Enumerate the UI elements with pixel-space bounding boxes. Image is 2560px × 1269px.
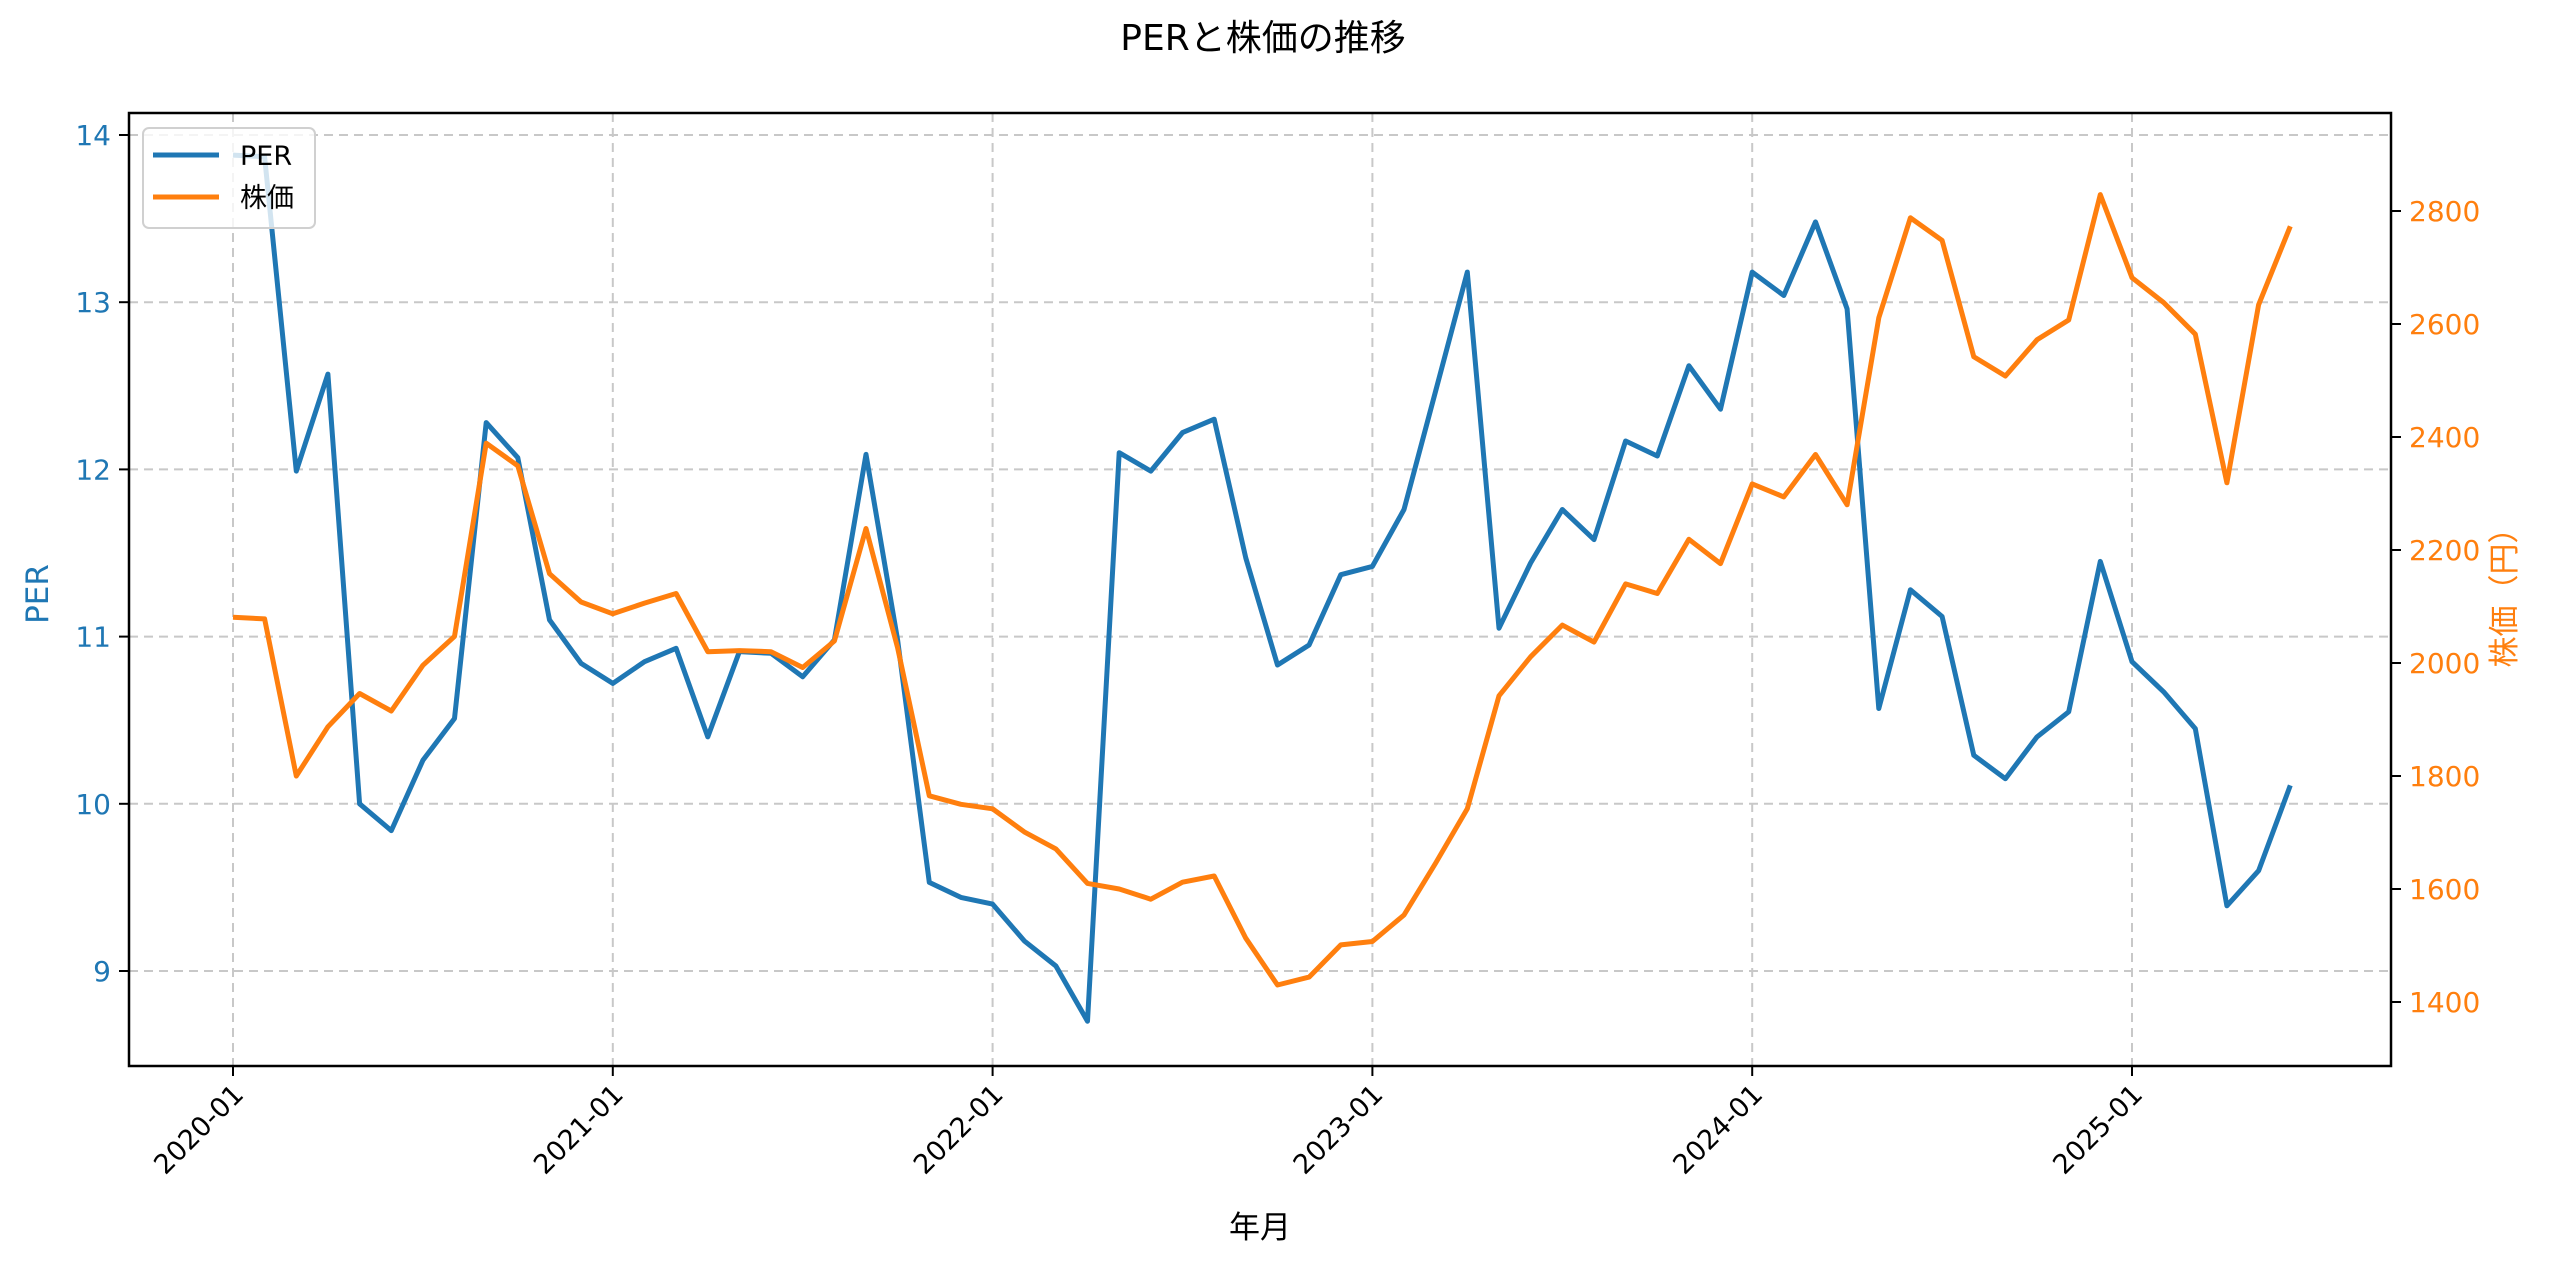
right-tick-label: 2800 <box>2409 195 2480 228</box>
legend-per-label: PER <box>240 141 292 172</box>
left-tick-label: 11 <box>75 621 111 654</box>
right-tick-label: 1800 <box>2409 760 2480 793</box>
legend-price-label: 株価 <box>240 183 294 214</box>
x-tick-label: 2025-01 <box>2047 1079 2149 1181</box>
left-tick-label: 10 <box>75 788 111 821</box>
left-tick-label: 13 <box>75 286 111 319</box>
right-tick-label: 2200 <box>2409 534 2480 567</box>
plot-frame <box>127 111 2393 1068</box>
left-tick-label: 9 <box>93 955 111 988</box>
x-tick-label: 2023-01 <box>1288 1079 1390 1181</box>
left-axis-label: PER <box>20 564 56 624</box>
chart-title: PERと株価の推移 <box>1120 18 1405 59</box>
left-tick-label: 12 <box>75 453 111 486</box>
x-tick-label: 2020-01 <box>148 1079 250 1181</box>
legend: PER 株価 <box>142 127 316 229</box>
plot-area <box>232 152 2293 1024</box>
x-tick-label: 2021-01 <box>528 1079 630 1181</box>
x-axis: 2020-01 2021-01 2022-01 2023-01 2024-01 2025-… <box>148 1066 2149 1181</box>
right-tick-label: 2400 <box>2409 421 2480 454</box>
right-axis-label: 株価（円） <box>2487 513 2523 668</box>
price-line <box>232 192 2293 988</box>
right-y-axis: 1400 1600 1800 2000 2200 2400 2600 2800 <box>2391 195 2480 1019</box>
x-tick-label: 2024-01 <box>1667 1079 1769 1181</box>
x-tick-label: 2022-01 <box>908 1079 1010 1181</box>
right-tick-label: 2600 <box>2409 308 2480 341</box>
right-tick-label: 2000 <box>2409 647 2480 680</box>
per-line <box>232 152 2293 1024</box>
left-tick-label: 14 <box>75 119 111 152</box>
x-axis-label: 年月 <box>1229 1210 1291 1246</box>
left-y-axis: 9 10 11 12 13 14 <box>75 119 129 988</box>
right-tick-label: 1400 <box>2409 986 2480 1019</box>
right-tick-label: 1600 <box>2409 873 2480 906</box>
